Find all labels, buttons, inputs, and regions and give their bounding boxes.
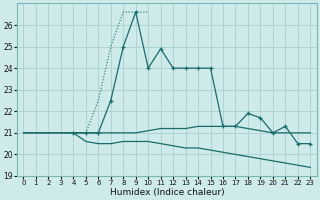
- X-axis label: Humidex (Indice chaleur): Humidex (Indice chaleur): [109, 188, 224, 197]
